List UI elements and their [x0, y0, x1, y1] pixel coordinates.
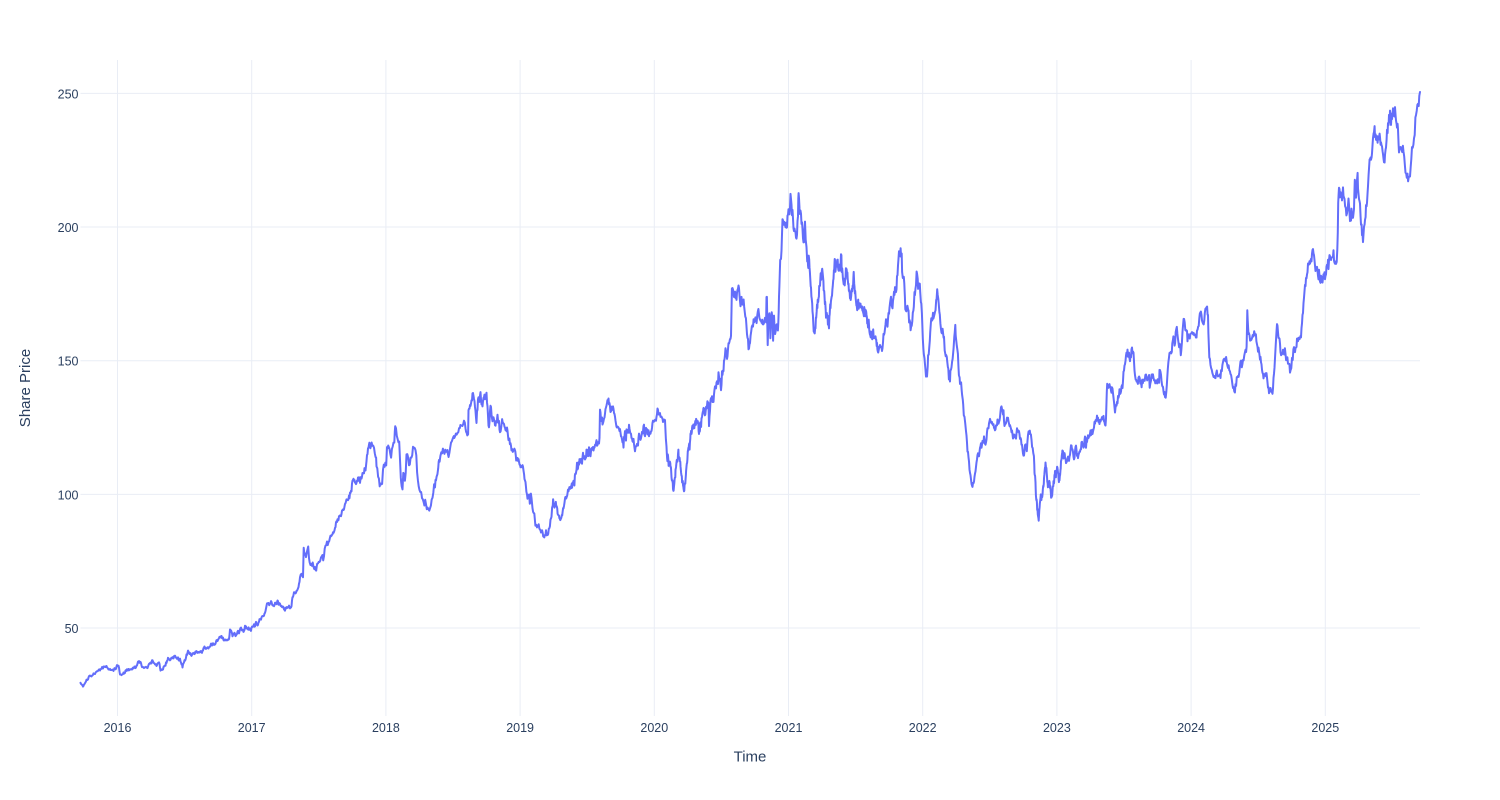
- svg-text:Share Price: Share Price: [17, 349, 34, 427]
- svg-text:50: 50: [65, 622, 79, 636]
- svg-text:Time: Time: [734, 749, 767, 766]
- svg-text:200: 200: [58, 221, 79, 235]
- svg-text:2016: 2016: [104, 721, 132, 735]
- svg-text:2020: 2020: [640, 721, 668, 735]
- svg-text:2017: 2017: [238, 721, 266, 735]
- svg-text:2021: 2021: [775, 721, 803, 735]
- svg-text:2025: 2025: [1311, 721, 1339, 735]
- svg-text:2023: 2023: [1043, 721, 1071, 735]
- svg-text:250: 250: [58, 87, 79, 101]
- svg-text:100: 100: [58, 488, 79, 502]
- svg-text:150: 150: [58, 355, 79, 369]
- svg-text:2024: 2024: [1177, 721, 1205, 735]
- svg-text:2022: 2022: [909, 721, 937, 735]
- svg-text:2018: 2018: [372, 721, 400, 735]
- svg-text:2019: 2019: [506, 721, 534, 735]
